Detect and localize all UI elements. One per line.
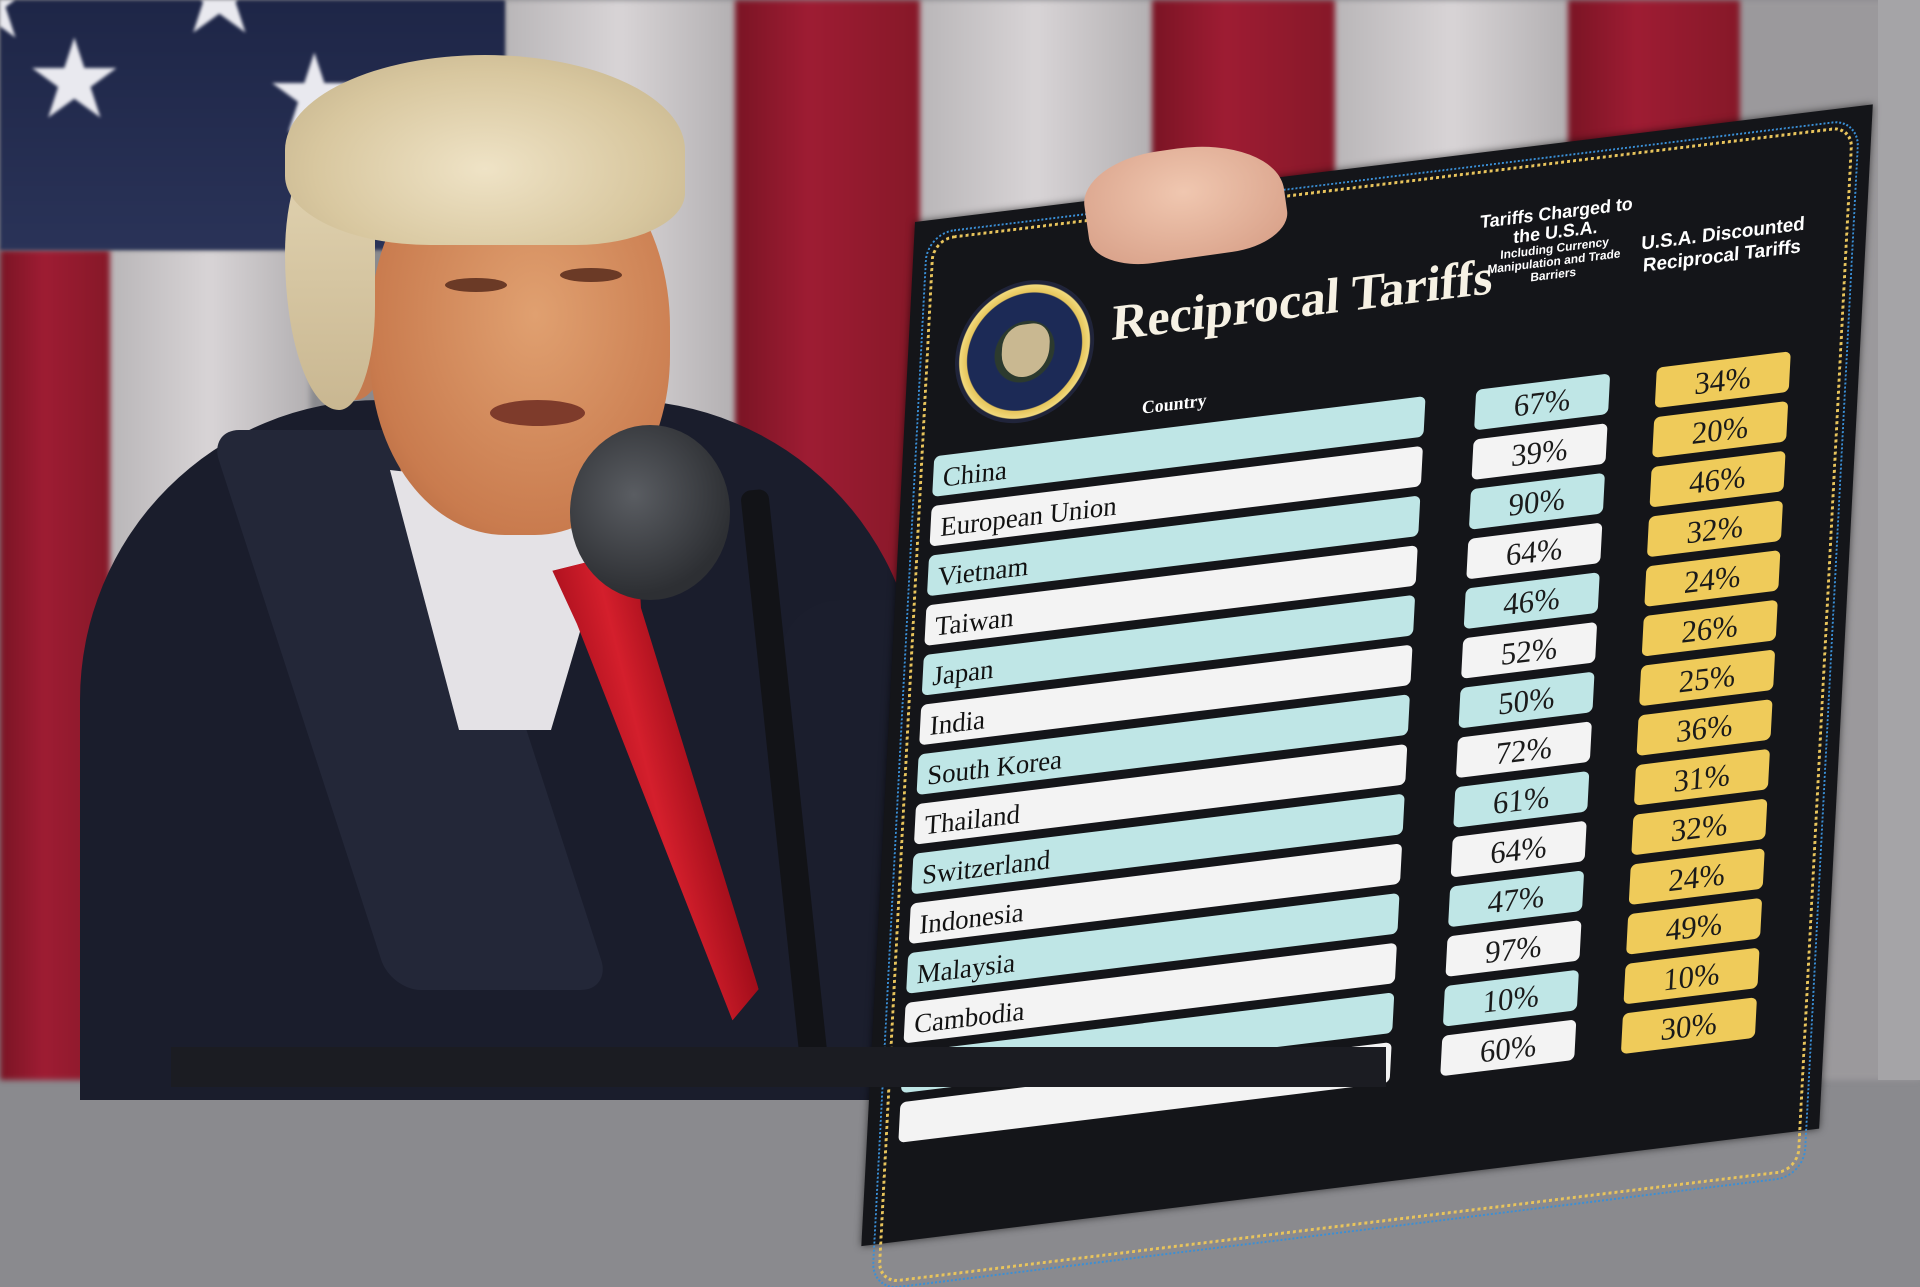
eye [445,278,507,292]
eye [560,268,622,282]
star-icon: ★ [170,0,269,50]
podium [171,1047,1386,1087]
mouth [490,400,585,426]
hair [285,55,685,245]
background-wall [1878,0,1920,1080]
microphone [570,425,730,600]
star-icon: ★ [25,18,124,141]
star-icon: ★ [0,0,39,55]
